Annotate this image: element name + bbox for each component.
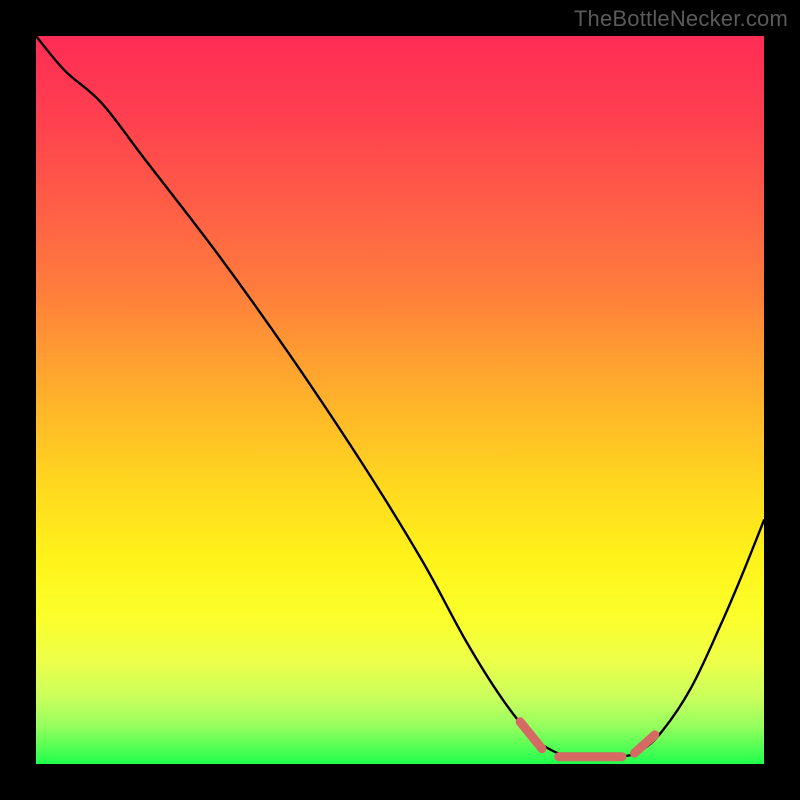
bottleneck-curve-chart [0,0,800,800]
plot-gradient-background [36,36,764,764]
chart-container: TheBottleNecker.com [0,0,800,800]
watermark-text: TheBottleNecker.com [574,6,788,32]
